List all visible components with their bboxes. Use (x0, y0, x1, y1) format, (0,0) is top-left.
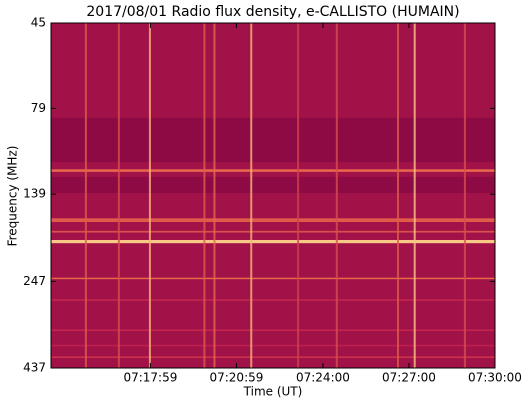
frequency-band (51, 230, 495, 233)
y-tick-label: 79 (31, 101, 46, 115)
y-tick-label: 45 (31, 16, 46, 30)
y-tick-label: 139 (23, 187, 46, 201)
burst (250, 23, 253, 368)
plot-frame (50, 22, 496, 369)
burst (148, 23, 151, 368)
burst (117, 23, 120, 368)
x-tick-label: 07:24:00 (296, 371, 350, 385)
y-tick-label: 437 (23, 361, 46, 375)
plot-area (51, 23, 495, 368)
frequency-band (51, 277, 495, 280)
burst (203, 23, 206, 368)
y-axis-label: Frequency (MHz) (6, 146, 20, 247)
frequency-band (51, 176, 495, 194)
frequency-band (51, 239, 495, 244)
burst (396, 23, 399, 368)
frequency-band (51, 299, 495, 301)
x-axis-label: Time (UT) (243, 385, 303, 399)
x-tick-label: 07:17:59 (123, 371, 177, 385)
chart-title: 2017/08/01 Radio flux density, e-CALLIST… (86, 4, 459, 20)
frequency-band (51, 218, 495, 223)
x-tick-label: 07:20:59 (209, 371, 263, 385)
burst (413, 23, 416, 368)
frequency-band (51, 356, 495, 358)
frequency-band (51, 117, 495, 163)
burst (84, 23, 87, 368)
frequency-band (51, 329, 495, 331)
frequency-band (51, 344, 495, 347)
frequency-band (51, 169, 495, 172)
burst (297, 23, 300, 368)
burst (463, 23, 466, 368)
x-tick-label: 07:27:00 (382, 371, 436, 385)
background (51, 23, 495, 368)
burst (335, 23, 338, 368)
x-tick-label: 07:30:00 (468, 371, 522, 385)
y-tick-label: 247 (23, 274, 46, 288)
burst (213, 23, 216, 368)
